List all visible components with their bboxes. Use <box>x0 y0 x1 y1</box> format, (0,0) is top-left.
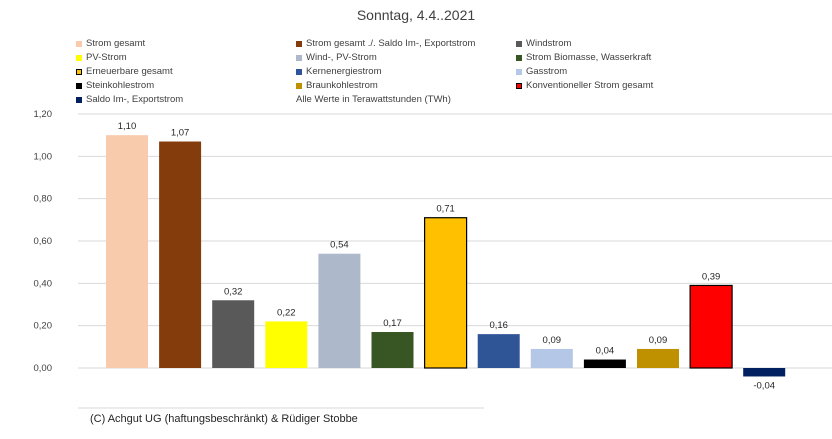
legend-item: Kernenergiestrom <box>296 66 382 77</box>
bar <box>477 334 520 368</box>
units-note: Alle Werte in Terawattstunden (TWh) <box>296 94 451 105</box>
legend-label: Saldo Im-, Exportstrom <box>86 94 184 105</box>
legend-label: Windstrom <box>526 38 572 49</box>
y-tick-label: 1,00 <box>34 151 53 162</box>
data-label: 0,22 <box>277 307 296 318</box>
copyright-text: (C) Achgut UG (haftungsbeschränkt) & Rüd… <box>90 413 358 425</box>
legend-item: Steinkohlestrom <box>76 80 154 91</box>
data-label: 0,09 <box>543 335 562 346</box>
data-label: 0,17 <box>383 318 402 329</box>
legend-swatch <box>296 82 302 89</box>
legend-swatch <box>296 40 302 47</box>
data-label: 0,04 <box>596 346 615 357</box>
data-label: 0,71 <box>436 204 455 215</box>
legend-item: Erneuerbare gesamt <box>76 66 173 77</box>
legend-item: Strom gesamt <box>76 38 145 49</box>
legend-label: Konventioneller Strom gesamt <box>526 80 654 91</box>
legend-item: Windstrom <box>516 38 571 49</box>
legend-label: Gasstrom <box>526 66 568 77</box>
y-tick-label: 0,60 <box>34 236 53 247</box>
bar <box>106 135 148 368</box>
legend-swatch <box>76 96 82 103</box>
bar <box>212 300 255 368</box>
legend-label: Kernenergiestrom <box>306 66 382 77</box>
legend-swatch <box>296 68 302 75</box>
data-label: 0,16 <box>489 320 508 331</box>
data-label: 0,39 <box>702 271 721 282</box>
legend-label: Strom gesamt ./. Saldo Im-, Exportstrom <box>306 38 476 49</box>
bar <box>637 348 679 368</box>
chart-title: Sonntag, 4.4..2021 <box>356 7 476 23</box>
bar <box>743 368 786 377</box>
legend-item: Strom gesamt ./. Saldo Im-, Exportstrom <box>296 38 475 49</box>
legend-label: Strom gesamt <box>86 38 146 49</box>
legend-item: Braunkohlestrom <box>296 80 378 91</box>
legend-item: Gasstrom <box>516 66 567 77</box>
legend-swatch <box>516 54 522 61</box>
bar <box>265 321 308 368</box>
legend-swatch <box>516 68 522 75</box>
legend-label: Steinkohlestrom <box>86 80 155 91</box>
bar <box>530 348 573 368</box>
footer-panel <box>0 404 832 439</box>
data-label: 0,32 <box>224 286 243 297</box>
legend-swatch <box>516 40 522 47</box>
data-label: 1,10 <box>118 121 137 132</box>
legend-swatch <box>296 54 302 61</box>
legend-item: Wind-, PV-Strom <box>296 52 377 63</box>
data-label: 0,54 <box>330 240 349 251</box>
legend-swatch <box>76 82 82 89</box>
legend-swatch <box>516 82 522 89</box>
legend-item: Saldo Im-, Exportstrom <box>76 94 183 105</box>
legend-swatch <box>76 40 82 47</box>
legend-item: Strom Biomasse, Wasserkraft <box>516 52 651 63</box>
y-tick-label: 0,00 <box>34 363 53 374</box>
data-label: 0,09 <box>649 335 668 346</box>
legend-item: Konventioneller Strom gesamt <box>516 80 653 91</box>
bar <box>689 284 733 369</box>
y-tick-label: 0,20 <box>34 321 53 332</box>
legend-label: Wind-, PV-Strom <box>306 52 377 63</box>
legend-swatch <box>76 54 82 61</box>
bar <box>583 359 626 368</box>
data-label: 1,07 <box>171 128 190 139</box>
bar <box>159 141 202 368</box>
legend-label: Erneuerbare gesamt <box>86 66 173 77</box>
legend-label: Braunkohlestrom <box>306 80 378 91</box>
legend-item: PV-Strom <box>76 52 127 63</box>
bar <box>318 253 361 368</box>
y-tick-label: 0,40 <box>34 278 53 289</box>
legend-label: PV-Strom <box>86 52 127 63</box>
data-label: -0,04 <box>753 380 775 391</box>
bar <box>424 217 468 369</box>
y-tick-label: 0,80 <box>34 194 53 205</box>
y-tick-label: 1,20 <box>34 109 53 120</box>
legend-swatch <box>76 68 82 75</box>
legend-label: Strom Biomasse, Wasserkraft <box>526 52 652 63</box>
bar <box>371 332 414 368</box>
